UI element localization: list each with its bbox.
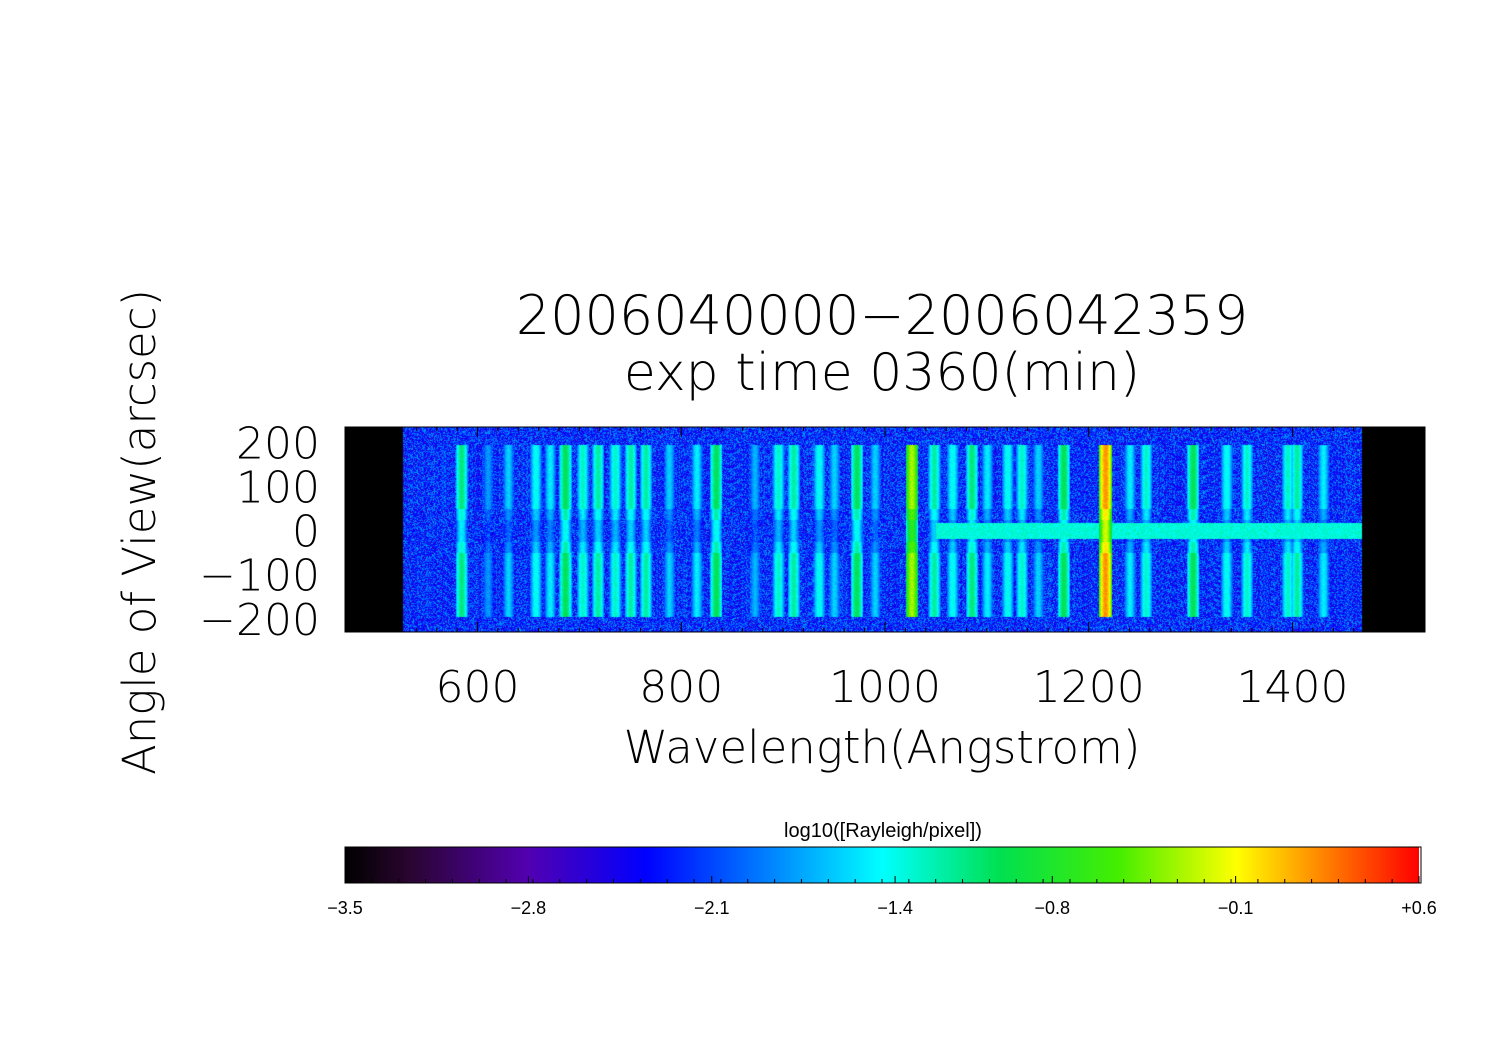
colorbar-tick-label: −1.4 [877,898,913,918]
colorbar-gradient [345,847,1419,883]
x-tick-label: 600 [435,662,519,713]
y-tick-label: 200 [236,418,320,469]
colorbar-tick-label: +0.6 [1401,898,1437,918]
colorbar-tick-label: −2.8 [511,898,547,918]
y-tick-label: 0 [292,507,320,558]
chart-title: 2006040000−2006042359 [516,284,1248,347]
x-tick-label: 1400 [1237,662,1349,713]
colorbar-tick-label: −0.1 [1218,898,1254,918]
y-tick-label: −200 [199,595,320,646]
colorbar: log10([Rayleigh/pixel]) −3.5 −2.8 −2.1 −1.4… [327,820,1437,918]
y-axis-label: Angle of View(arcsec) [113,289,166,775]
x-axis-label: Wavelength(Angstrom) [624,721,1141,774]
x-tick-label: 1000 [829,662,941,713]
colorbar-frame [344,846,1422,884]
colorbar-tick-label: −3.5 [327,898,363,918]
chart-subtitle: exp time 0360(min) [624,343,1140,403]
heatmap-plot [344,426,1426,633]
x-tick-label: 1200 [1033,662,1145,713]
colorbar-label: log10([Rayleigh/pixel]) [784,820,982,842]
colorbar-ticks: −3.5 −2.8 −2.1 −1.4 −0.8 −0.1 +0.6 [327,876,1437,918]
colorbar-tick-label: −0.8 [1034,898,1070,918]
heatmap-image [345,427,1425,632]
y-tick-label: −100 [199,551,320,602]
x-axis: 600 800 1000 1200 1400 [375,427,1395,713]
colorbar-tick-label: −2.1 [694,898,730,918]
x-tick-label: 800 [639,662,723,713]
y-tick-label: 100 [236,463,320,514]
